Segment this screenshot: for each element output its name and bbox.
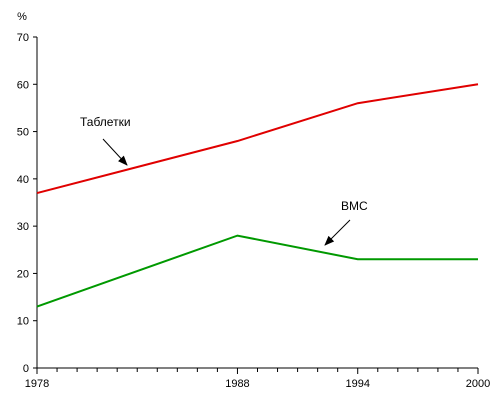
x-tick-label: 1978 <box>25 378 49 390</box>
annotation-label-tabletki: Таблетки <box>80 115 131 129</box>
x-tick-label: 1988 <box>225 378 249 390</box>
y-unit-label: % <box>17 11 27 23</box>
x-tick-label: 1994 <box>345 378 369 390</box>
axes: 0 10 20 30 40 50 60 70 1978 1988 1994 2000 <box>17 32 490 390</box>
x-tick-label: 2000 <box>466 378 490 390</box>
y-tick-label: 30 <box>17 221 29 233</box>
series-layer <box>36 83 479 308</box>
series-line-vms <box>36 234 478 308</box>
y-tick-label: 60 <box>17 79 29 91</box>
series-line-tabletki <box>36 83 479 195</box>
annotation-arrow-tabletki <box>102 138 128 166</box>
y-tick-label: 20 <box>17 268 29 280</box>
annotation-layer: Таблетки ВМС <box>80 115 368 246</box>
annotation-arrow-vms <box>324 219 351 246</box>
y-tick-label: 50 <box>17 127 29 139</box>
y-tick-label: 40 <box>17 174 29 186</box>
annotation-label-vms: ВМС <box>341 199 368 213</box>
y-tick-label: 0 <box>23 363 29 375</box>
y-tick-label: 70 <box>17 32 29 44</box>
y-tick-label: 10 <box>17 316 29 328</box>
